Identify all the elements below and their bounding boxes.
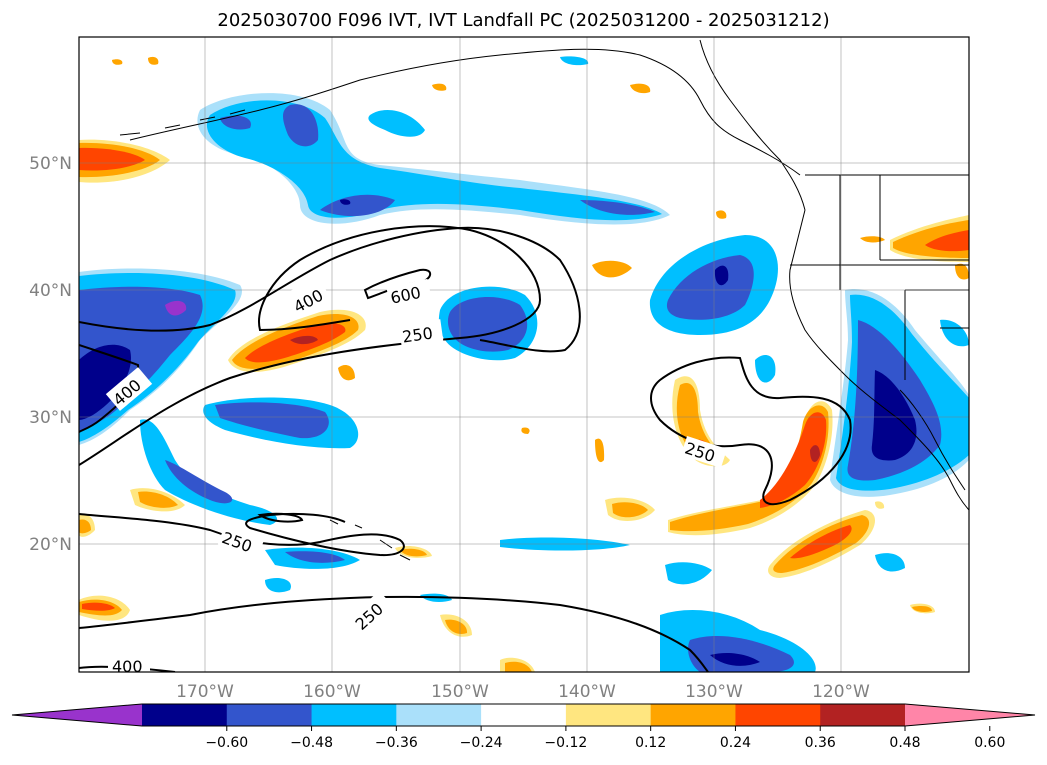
- lat-label: 20°N: [29, 535, 72, 555]
- gridlines: [79, 37, 969, 672]
- contour-250-main: [79, 225, 542, 466]
- lon-label: 140°W: [558, 682, 616, 702]
- colorbar-segment: [226, 704, 313, 726]
- colorbar-segment: [735, 704, 821, 726]
- colorbar-extend-high: [905, 704, 1035, 726]
- neg-field-band-30n-blue: [215, 402, 329, 439]
- neg-field-ne-navy: [714, 265, 729, 286]
- neg-field-north-blue: [220, 104, 655, 217]
- lat-label: 40°N: [29, 281, 72, 301]
- colorbar-tick-label: −0.60: [205, 735, 248, 751]
- lat-labels: 50°N 40°N 30°N 20°N: [29, 154, 72, 555]
- colorbar-segment: [142, 704, 228, 726]
- alaska-coast: [129, 48, 801, 176]
- map-frame: [78, 36, 970, 673]
- pos-field-main-red: [760, 412, 827, 508]
- colorbar-tick-label: 0.36: [805, 735, 836, 751]
- lon-label: 130°W: [685, 682, 743, 702]
- pos-field-south-red: [82, 602, 115, 611]
- colorbar-extend-low: [12, 704, 142, 726]
- colorbar-segment: [311, 704, 397, 726]
- aleutians: [119, 109, 246, 136]
- contour-250-south: [79, 512, 405, 557]
- neg-field-west-purple: [165, 300, 187, 316]
- neg-field-nw-small: [368, 56, 589, 137]
- lon-label: 160°W: [303, 682, 361, 702]
- pos-field-se-red: [790, 525, 852, 559]
- us-west-coast: [789, 209, 969, 511]
- lat-label: 30°N: [29, 408, 72, 428]
- pos-field-ne-red: [925, 230, 969, 252]
- colorbar-tick-label: 0.60: [974, 735, 1005, 751]
- coastlines: [119, 39, 969, 561]
- pos-field-main-dark: [810, 445, 820, 462]
- colorbar-segment: [820, 704, 906, 726]
- colorbar-tick-label: −0.12: [544, 735, 587, 751]
- colorbar: −0.60 −0.48 −0.36 −0.24 −0.12 0.12 0.24 0.36 0.4…: [11, 703, 1036, 751]
- baja-coast: [899, 389, 966, 491]
- lon-label: 150°W: [431, 682, 489, 702]
- colorbar-tick-label: 0.48: [889, 735, 920, 751]
- map-title: 2025030700 F096 IVT, IVT Landfall PC (20…: [217, 10, 830, 31]
- colorbar-tick-label: −0.24: [460, 735, 503, 751]
- neg-field-ne-blue: [666, 255, 754, 320]
- neg-field-southeast-blue: [688, 635, 794, 672]
- contour-label: 250: [401, 323, 434, 346]
- contour-label: 400: [112, 657, 143, 676]
- contour-250-deep: [79, 595, 709, 672]
- canada-coast: [699, 39, 806, 211]
- lat-label: 50°N: [29, 154, 72, 174]
- pos-field-nw-red: [79, 147, 145, 171]
- neg-field-south-blue: [285, 551, 345, 563]
- colorbar-segment: [650, 704, 736, 726]
- lon-labels: 170°W 160°W 150°W 140°W 130°W 120°W: [176, 682, 870, 702]
- colorbar-tick-label: 0.12: [635, 735, 666, 751]
- lon-label: 170°W: [176, 682, 234, 702]
- neg-field-north-navy: [340, 199, 351, 205]
- lon-label: 120°W: [812, 682, 870, 702]
- neg-field-southeast-navy: [710, 652, 760, 666]
- hawaii: [329, 519, 411, 561]
- contour-400-inner: [79, 226, 581, 353]
- neg-field-west-navy: [79, 344, 131, 420]
- colorbar-outline: [11, 703, 1036, 727]
- neg-field-north-cyan: [206, 100, 662, 221]
- colorbar-tick-label: 0.24: [720, 735, 751, 751]
- colorbar-segment: [481, 704, 567, 726]
- neg-field-band-25n-blue: [165, 460, 233, 504]
- colorbar-segment: [565, 704, 652, 726]
- pos-field-central-dark: [290, 335, 318, 345]
- colorbar-tick-label: −0.36: [375, 735, 418, 751]
- neg-field-ne-small: [755, 355, 776, 383]
- neg-field-coastal-cyan2: [875, 319, 969, 572]
- contour-small: [257, 512, 304, 523]
- colorbar-tick-label: −0.48: [290, 735, 333, 751]
- pos-field-ne-small: [860, 236, 969, 280]
- colorbar-segment: [396, 704, 482, 726]
